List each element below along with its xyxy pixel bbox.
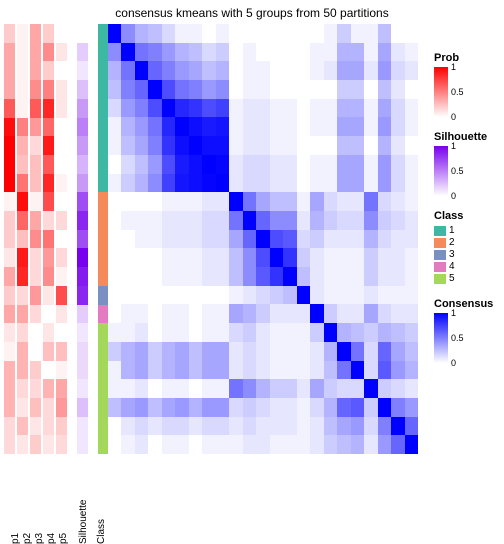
col-label-p4: p4	[46, 533, 57, 544]
legend-cons-bar	[434, 313, 448, 363]
legend-consensus: Consensus 10.50	[434, 298, 500, 363]
legend-class: Class 12345	[434, 210, 500, 284]
plot-area	[4, 24, 424, 454]
legend-class-item-4: 4	[434, 261, 500, 272]
legend-class-item-1: 1	[434, 225, 500, 236]
chart-title: consensus kmeans with 5 groups from 50 p…	[0, 0, 504, 24]
legend-class-item-2: 2	[434, 237, 500, 248]
legends: Prob 10.50 Silhouette 10.50 Class 12345 …	[434, 52, 500, 377]
legend-class-title: Class	[434, 210, 500, 222]
legend-sil-bar	[434, 146, 448, 196]
legend-sil-title: Silhouette	[434, 131, 500, 143]
legend-prob-title: Prob	[434, 52, 500, 64]
col-label-class: Class	[96, 519, 107, 544]
legend-class-item-3: 3	[434, 249, 500, 260]
col-label-p2: p2	[22, 533, 33, 544]
prob-col-p3	[30, 24, 41, 454]
legend-prob: Prob 10.50	[434, 52, 500, 117]
legend-prob-bar	[434, 67, 448, 117]
legend-silhouette: Silhouette 10.50	[434, 131, 500, 196]
prob-col-p5	[56, 24, 67, 454]
legend-class-items: 12345	[434, 225, 500, 284]
prob-col-p1	[4, 24, 15, 454]
legend-class-item-5: 5	[434, 273, 500, 284]
col-label-p3: p3	[34, 533, 45, 544]
col-label-p1: p1	[10, 533, 21, 544]
prob-col-p4	[43, 24, 54, 454]
consensus-matrix	[108, 24, 418, 454]
silhouette-col	[77, 24, 88, 454]
legend-cons-title: Consensus	[434, 298, 500, 310]
prob-col-p2	[17, 24, 28, 454]
col-label-p5: p5	[58, 533, 69, 544]
annotation-columns	[4, 24, 109, 454]
col-label-silhouette: Silhouette	[78, 500, 89, 544]
